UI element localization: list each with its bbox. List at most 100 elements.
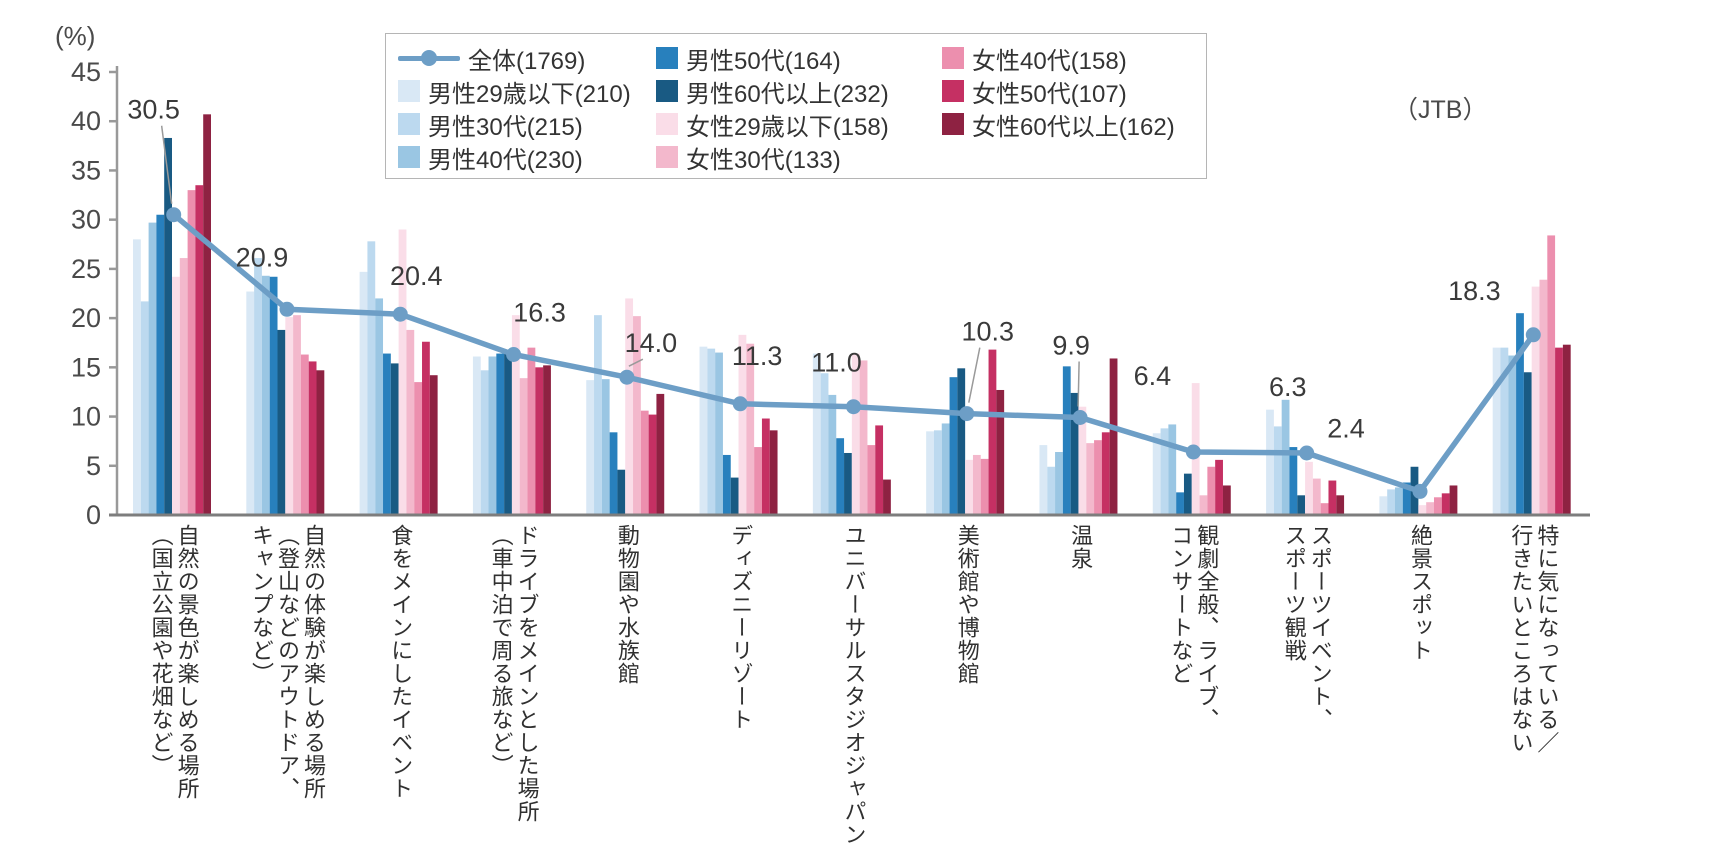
bar bbox=[933, 430, 942, 515]
value-label: 11.0 bbox=[811, 348, 862, 378]
bar bbox=[1160, 428, 1169, 515]
bar bbox=[980, 458, 989, 515]
bar bbox=[1320, 503, 1329, 515]
bar bbox=[988, 349, 997, 515]
bar bbox=[527, 347, 536, 515]
bar bbox=[1039, 445, 1048, 515]
category-label: ディズニーリゾート bbox=[728, 524, 754, 731]
bar bbox=[883, 479, 891, 515]
legend-item: 女性60代以上(162) bbox=[942, 111, 1175, 141]
bar bbox=[1539, 279, 1548, 515]
bar bbox=[1441, 493, 1450, 515]
value-label: 6.4 bbox=[1134, 361, 1172, 391]
source-label: （JTB） bbox=[1393, 96, 1488, 124]
bar bbox=[1508, 355, 1517, 515]
value-label: 20.4 bbox=[390, 261, 443, 291]
bar bbox=[1297, 495, 1306, 515]
legend-item-label: 男性29歳以下(210) bbox=[428, 80, 631, 108]
bar bbox=[1207, 466, 1216, 515]
bar bbox=[941, 423, 950, 515]
bar bbox=[601, 379, 610, 515]
legend-item-label: 女性50代(107) bbox=[972, 80, 1127, 108]
value-label: 2.4 bbox=[1327, 413, 1365, 443]
y-tick-label: 35 bbox=[71, 155, 101, 185]
line-marker bbox=[1525, 327, 1541, 343]
bar bbox=[293, 315, 301, 515]
bar bbox=[383, 353, 391, 515]
category-label: ユニバーサルスタジオジャパン bbox=[841, 524, 867, 846]
line-marker bbox=[1299, 445, 1315, 461]
bar bbox=[203, 114, 211, 515]
legend-item: 全体(1769) bbox=[398, 45, 585, 75]
category-label: 特に気になっている／ 行きたいところはない bbox=[1508, 524, 1560, 754]
bar bbox=[851, 353, 860, 515]
bar bbox=[254, 258, 262, 515]
line-marker bbox=[1072, 410, 1088, 425]
legend-item: 男性30代(215) bbox=[398, 111, 583, 141]
legend-item-label: 男性30代(215) bbox=[428, 113, 583, 141]
bar bbox=[316, 370, 325, 515]
y-tick-label: 10 bbox=[71, 402, 101, 432]
bar bbox=[656, 393, 665, 515]
bar bbox=[1281, 399, 1290, 515]
legend-item-label: 男性60代以上(232) bbox=[686, 80, 889, 108]
line-marker bbox=[279, 301, 295, 317]
bar bbox=[1433, 497, 1442, 515]
category-label: 自然の体験が楽しめる場所 （登山などのアウトドア、 キャンプなど） bbox=[248, 524, 326, 800]
legend-color-swatch bbox=[656, 113, 678, 135]
legend-item: 男性50代(164) bbox=[656, 45, 841, 75]
legend-color-swatch bbox=[398, 80, 420, 102]
bar bbox=[519, 378, 528, 515]
bar bbox=[375, 298, 384, 515]
bar bbox=[812, 353, 821, 515]
value-label: 11.3 bbox=[732, 341, 783, 371]
bar bbox=[730, 477, 739, 515]
bar bbox=[859, 360, 868, 515]
bar bbox=[836, 438, 845, 515]
legend-color-swatch bbox=[656, 146, 678, 168]
legend-item: 女性29歳以下(158) bbox=[656, 111, 889, 141]
bar bbox=[707, 348, 716, 515]
category-label: 温泉 bbox=[1068, 524, 1094, 570]
bar bbox=[1336, 495, 1345, 515]
bar bbox=[1305, 461, 1313, 515]
bar bbox=[844, 452, 852, 515]
legend-color-swatch bbox=[942, 113, 964, 135]
bar bbox=[996, 389, 1005, 515]
bar bbox=[926, 431, 934, 515]
value-label: 10.3 bbox=[962, 317, 1015, 347]
bar bbox=[148, 222, 157, 515]
bar bbox=[972, 454, 981, 515]
bar bbox=[1449, 485, 1458, 515]
value-label-leader bbox=[628, 358, 644, 367]
bar bbox=[640, 410, 649, 515]
bar bbox=[1273, 426, 1282, 515]
bar bbox=[1289, 447, 1298, 515]
bar bbox=[1516, 313, 1524, 515]
bar bbox=[543, 365, 551, 515]
bar bbox=[480, 370, 489, 515]
bar bbox=[1094, 440, 1102, 515]
bar bbox=[1547, 235, 1556, 516]
bar bbox=[1078, 406, 1087, 515]
bar bbox=[722, 454, 731, 515]
bar bbox=[1215, 459, 1223, 515]
bar bbox=[648, 414, 657, 515]
y-tick-label: 15 bbox=[71, 352, 101, 382]
bar bbox=[761, 418, 770, 515]
bar bbox=[1152, 433, 1161, 515]
legend-item-label: 女性29歳以下(158) bbox=[686, 113, 889, 141]
bar bbox=[1492, 347, 1501, 515]
legend-color-swatch bbox=[942, 47, 964, 69]
bar bbox=[633, 316, 641, 515]
value-label: 20.9 bbox=[236, 242, 289, 272]
bar bbox=[367, 241, 376, 515]
bar bbox=[1562, 344, 1571, 515]
value-label-leader bbox=[968, 347, 981, 403]
bar bbox=[261, 275, 270, 515]
bar bbox=[164, 137, 172, 515]
bar bbox=[746, 343, 755, 515]
bar bbox=[715, 352, 723, 515]
bar bbox=[1523, 372, 1532, 515]
legend-item-label: 全体(1769) bbox=[468, 47, 586, 75]
